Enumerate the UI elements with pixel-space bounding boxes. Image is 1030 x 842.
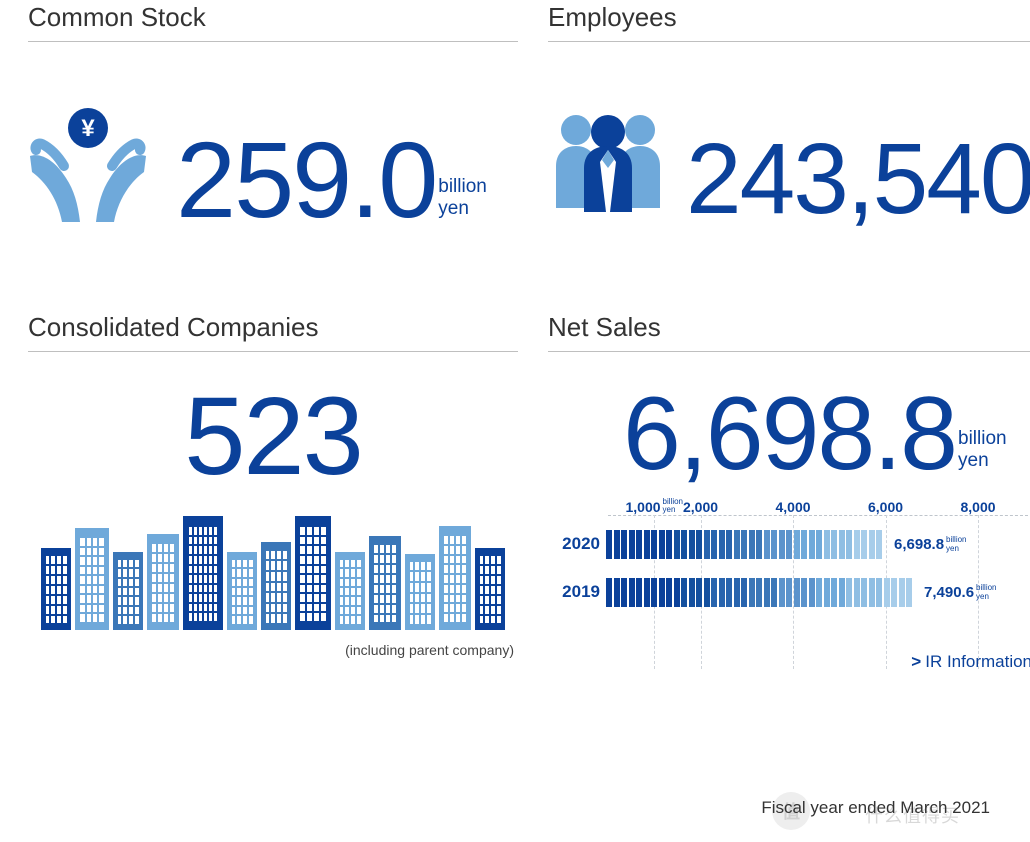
- axis-tick: 6,000: [868, 499, 903, 515]
- panel-employees: Employees 243,540: [548, 0, 1030, 290]
- bar-row: 2020 6,698.8billionyen: [548, 524, 1028, 564]
- people-icon: [548, 104, 668, 214]
- title-consolidated: Consolidated Companies: [28, 310, 518, 352]
- building-icon: [75, 528, 109, 630]
- net-sales-bars: 2020 6,698.8billionyen 2019 7,490.6billiony…: [548, 524, 1028, 612]
- net-sales-value: 6,698.8: [623, 382, 956, 486]
- title-common-stock: Common Stock: [28, 0, 518, 42]
- ir-information-link[interactable]: >IR Information: [548, 652, 1030, 672]
- bar-year-label: 2020: [548, 534, 606, 554]
- chevron-right-icon: >: [911, 652, 921, 671]
- building-icon: [183, 516, 223, 630]
- consolidated-note: (including parent company): [28, 642, 518, 658]
- footer-fiscal-year: Fiscal year ended March 2021: [761, 798, 990, 818]
- axis-tick: 8,000: [960, 499, 995, 515]
- common-stock-value: 259.0: [176, 126, 436, 234]
- consolidated-value: 523: [28, 382, 518, 492]
- title-employees: Employees: [548, 0, 1030, 42]
- buildings-infographic: [28, 510, 518, 630]
- bar-track: [606, 530, 882, 559]
- building-icon: [405, 554, 435, 630]
- building-icon: [475, 548, 505, 630]
- panel-common-stock: Common Stock ¥ 259.0 billion yen: [28, 0, 518, 290]
- building-icon: [261, 542, 291, 630]
- bar-value-label: 7,490.6billionyen: [924, 583, 997, 601]
- building-icon: [369, 536, 401, 630]
- svg-text:¥: ¥: [81, 115, 95, 142]
- axis-tick: 1,000billionyen: [625, 498, 683, 515]
- common-stock-unit: billion yen: [436, 176, 518, 234]
- net-sales-unit: billion yen: [956, 428, 1030, 486]
- bar-row: 2019 7,490.6billionyen: [548, 572, 1028, 612]
- employees-value: 243,540: [686, 129, 1030, 229]
- panel-net-sales: Net Sales 6,698.8 billion yen 1,000billi…: [548, 310, 1030, 690]
- building-icon: [295, 516, 331, 630]
- building-icon: [113, 552, 143, 630]
- bar-year-label: 2019: [548, 582, 606, 602]
- bar-value-label: 6,698.8billionyen: [894, 535, 967, 553]
- title-net-sales: Net Sales: [548, 310, 1030, 352]
- building-icon: [147, 534, 179, 630]
- bar-track: [606, 578, 912, 607]
- building-icon: [439, 526, 471, 630]
- axis-tick: 2,000: [683, 499, 718, 515]
- net-sales-axis: 1,000billionyen2,000 4,000 6,000 8,000: [608, 492, 1028, 516]
- building-icon: [335, 552, 365, 630]
- hands-yen-icon: ¥: [28, 104, 148, 224]
- axis-tick: 4,000: [775, 499, 810, 515]
- building-icon: [41, 548, 71, 630]
- building-icon: [227, 552, 257, 630]
- panel-consolidated: Consolidated Companies 523 (including pa…: [28, 310, 518, 690]
